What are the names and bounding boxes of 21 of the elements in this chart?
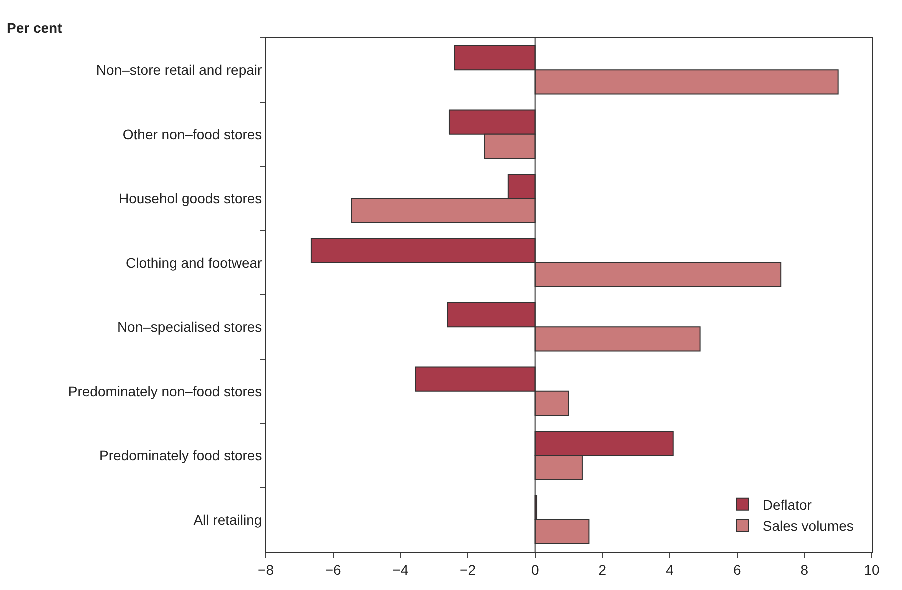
legend-label: Sales volumes <box>762 518 854 534</box>
y-tick-label: Non–specialised stores <box>117 319 262 336</box>
x-tick-label: −4 <box>392 562 409 578</box>
y-tick-label: All retailing <box>194 512 262 528</box>
x-tick-label: 4 <box>666 562 674 578</box>
x-tick-label: 10 <box>864 562 880 578</box>
y-tick-label: Non–store retail and repair <box>96 62 263 78</box>
x-tick-label: 2 <box>598 562 607 578</box>
y-tick-label: Other non–food stores <box>122 126 262 142</box>
x-axis-title: Per cent <box>7 20 63 36</box>
y-tick-label: Househol goods stores <box>118 190 262 207</box>
x-tick-label: 0 <box>531 562 540 578</box>
x-tick-label: 8 <box>800 562 809 578</box>
y-tick-label: Clothing and footwear <box>126 254 263 271</box>
y-tick-label: Predominately non–food stores <box>68 383 262 400</box>
x-tick-label: −8 <box>258 562 274 578</box>
legend-label: Deflator <box>762 496 812 513</box>
x-tick-label: −2 <box>460 562 476 578</box>
y-tick-label: Predominately food stores <box>100 448 262 464</box>
x-tick-label: −6 <box>325 562 342 578</box>
x-tick-label: 6 <box>733 562 742 578</box>
